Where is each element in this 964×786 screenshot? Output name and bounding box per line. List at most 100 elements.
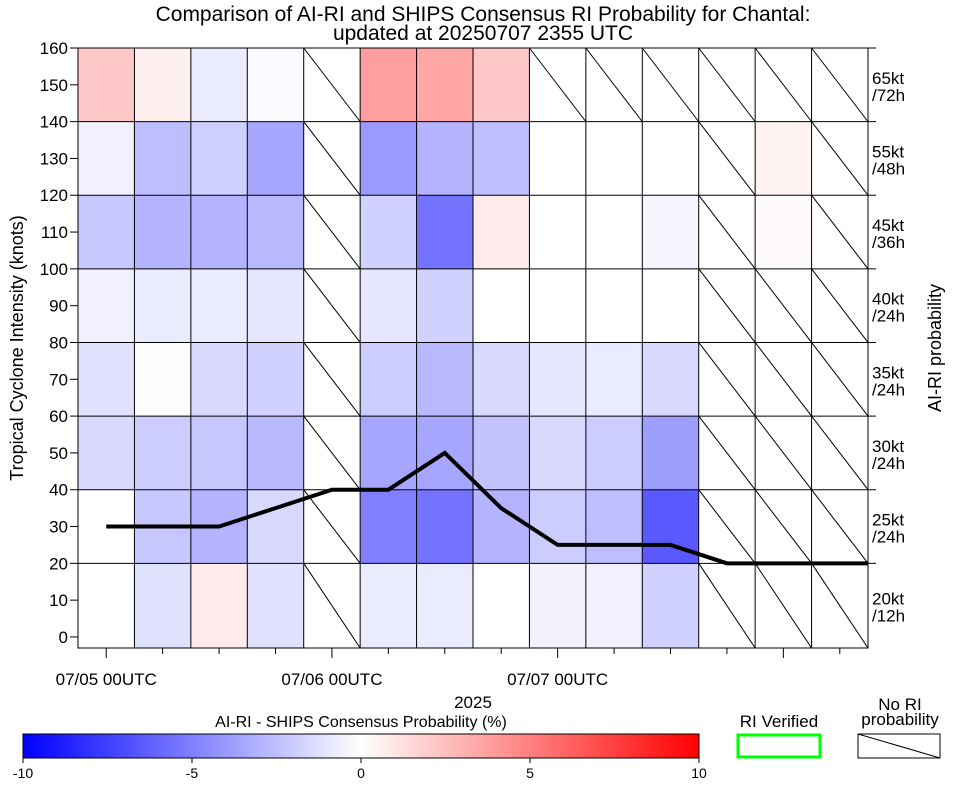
probability-cell — [78, 268, 135, 343]
colorbar-tick-label: -10 — [13, 765, 33, 781]
colorbar-label: AI-RI - SHIPS Consensus Probability (%) — [215, 714, 507, 731]
y-tick-label: 160 — [40, 39, 68, 58]
probability-cell — [247, 416, 304, 490]
probability-cell — [529, 489, 586, 564]
no-ri-diagonal — [303, 342, 361, 417]
probability-cell — [360, 48, 417, 122]
probability-cell — [642, 121, 699, 196]
legend-no-ri-label-line2: probability — [861, 710, 939, 729]
probability-cell — [755, 121, 812, 196]
row-threshold-period: /36h — [872, 233, 905, 252]
no-ri-diagonal — [303, 415, 361, 491]
legend-ri-verified-label: RI Verified — [740, 712, 818, 731]
probability-cell — [416, 268, 473, 343]
plot-frame — [77, 47, 869, 649]
row-threshold-period: /72h — [872, 86, 905, 105]
probability-cell — [642, 416, 699, 490]
colorbar-ticks: -10 -5 0 5 10 — [13, 758, 707, 781]
y-tick-label: 30 — [49, 518, 68, 537]
probability-cell — [642, 195, 699, 269]
x-tick-label: 07/05 00UTC — [56, 670, 157, 689]
no-ri-diagonal — [811, 194, 869, 270]
probability-cell — [190, 48, 248, 122]
no-ri-diagonal — [754, 563, 812, 649]
probability-cell — [585, 342, 643, 417]
probability-cell — [190, 563, 248, 648]
no-ri-diagonal — [585, 47, 643, 122]
probability-cell — [416, 563, 473, 648]
probability-cell — [473, 48, 530, 122]
heatmap-grid — [78, 48, 868, 648]
probability-cell — [134, 121, 191, 196]
x-axis-ticks: 07/05 00UTC 07/06 00UTC 07/07 00UTC — [56, 648, 841, 689]
colorbar-tick-label: 5 — [526, 765, 534, 781]
probability-cell — [247, 563, 304, 648]
no-ri-diagonal — [303, 489, 361, 564]
chart-title-line1: Comparison of AI-RI and SHIPS Consensus … — [156, 3, 811, 26]
row-threshold-kt: 25kt — [872, 511, 904, 530]
probability-cell — [416, 342, 473, 417]
probability-cell — [190, 342, 248, 417]
probability-cell — [529, 268, 586, 343]
probability-cell — [190, 416, 248, 490]
no-ri-diagonal — [811, 342, 869, 417]
no-ri-diagonal — [698, 563, 756, 649]
probability-cell — [190, 195, 248, 269]
probability-cell — [416, 48, 473, 122]
no-ri-diagonal — [303, 47, 361, 122]
probability-cell — [585, 268, 643, 343]
probability-cell — [529, 195, 586, 269]
probability-cell — [529, 342, 586, 417]
no-ri-diagonal — [754, 489, 812, 564]
y-tick-label: 140 — [40, 113, 68, 132]
probability-cell — [416, 195, 473, 269]
no-ri-diagonal — [811, 121, 869, 196]
probability-cell — [473, 268, 530, 343]
y-axis-ticks: 0 10 20 30 40 50 60 70 80 90 100 110 120 130 140 150 160 — [40, 39, 78, 647]
probability-cell — [247, 268, 304, 343]
probability-cell — [473, 121, 530, 196]
probability-cell — [134, 342, 191, 417]
probability-cell — [78, 416, 135, 490]
colorbar-tick-label: 10 — [691, 765, 707, 781]
no-ri-diagonal — [754, 268, 812, 343]
no-ri-diagonal — [811, 268, 869, 343]
no-ri-diagonal — [303, 268, 361, 343]
probability-cell — [134, 268, 191, 343]
probability-cell — [585, 416, 643, 490]
probability-cell — [416, 121, 473, 196]
no-ri-diagonal — [698, 268, 756, 343]
row-threshold-labels: 20kt/12h25kt/24h30kt/24h35kt/24h40kt/24h… — [868, 47, 905, 626]
probability-cell — [642, 342, 699, 417]
intensity-series-line — [106, 450, 868, 566]
probability-cell — [134, 195, 191, 269]
row-threshold-period: /24h — [872, 454, 905, 473]
x-tick-label: 07/07 00UTC — [507, 670, 608, 689]
no-ri-diagonal — [754, 415, 812, 491]
row-threshold-kt: 35kt — [872, 363, 904, 382]
probability-cell — [416, 489, 473, 564]
y-tick-label: 10 — [49, 591, 68, 610]
probability-cell — [134, 416, 191, 490]
probability-cell — [247, 48, 304, 122]
heatmap-cells — [78, 47, 869, 649]
no-ri-diagonal — [698, 121, 756, 196]
row-threshold-period: /12h — [872, 607, 905, 626]
row-threshold-kt: 65kt — [872, 69, 904, 88]
probability-cell — [78, 563, 135, 648]
probability-cell — [247, 195, 304, 269]
probability-cell — [473, 489, 530, 564]
probability-cell — [78, 121, 135, 196]
legend-ri-verified-swatch — [736, 733, 822, 759]
probability-cell — [755, 195, 812, 269]
row-threshold-period: /48h — [872, 159, 905, 178]
probability-cell — [585, 563, 643, 648]
probability-cell — [360, 268, 417, 343]
row-threshold-period: /24h — [872, 307, 905, 326]
no-ri-diagonal — [811, 47, 869, 122]
probability-cell — [473, 563, 530, 648]
row-threshold-kt: 40kt — [872, 290, 904, 309]
probability-cell — [134, 48, 191, 122]
chart-title-line2: updated at 20250707 2355 UTC — [333, 22, 633, 45]
